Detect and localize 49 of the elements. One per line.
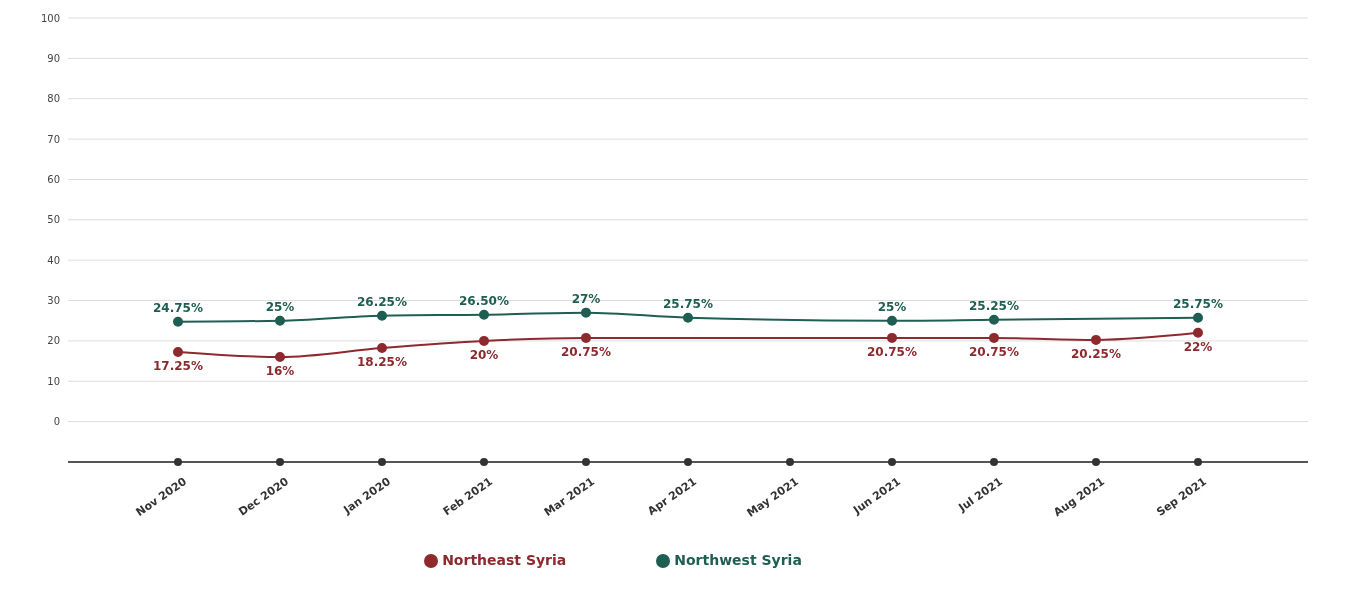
point <box>989 332 999 343</box>
y-tick-label: 60 <box>47 174 60 185</box>
data-label: 27% <box>571 291 601 306</box>
legend-label: Northeast Syria <box>442 552 567 568</box>
data-label: 25.75% <box>1173 296 1223 311</box>
data-label: 20.75% <box>969 344 1019 359</box>
data-label: 25% <box>877 299 907 314</box>
point <box>1193 327 1203 338</box>
point <box>887 332 897 343</box>
y-tick-label: 90 <box>47 52 60 64</box>
point <box>479 309 489 320</box>
y-tick-label: 0 <box>53 416 60 428</box>
point <box>581 307 591 318</box>
y-tick-label: 30 <box>47 295 60 307</box>
data-label: 16% <box>265 364 295 379</box>
data-label: 26.50% <box>459 293 509 308</box>
data-label: 25.75% <box>663 296 713 311</box>
point <box>377 342 387 353</box>
legend-label: Northwest Syria <box>674 552 802 568</box>
data-label: 17.25% <box>153 359 203 374</box>
data-label: 22% <box>1183 339 1213 354</box>
point <box>377 310 387 321</box>
y-tick-label: 70 <box>47 133 60 145</box>
point <box>989 314 999 325</box>
y-tick-label: 10 <box>47 375 60 387</box>
point <box>1091 334 1101 345</box>
data-label: 20.25% <box>1071 346 1121 361</box>
point <box>275 352 285 363</box>
point <box>683 312 693 323</box>
point <box>1193 312 1203 323</box>
point <box>581 332 591 343</box>
data-label: 18.25% <box>357 354 407 369</box>
data-label: 25.25% <box>969 298 1019 313</box>
point <box>479 335 489 346</box>
data-label: 24.75% <box>153 300 203 315</box>
data-label: 20% <box>469 347 499 362</box>
y-tick-label: 40 <box>47 254 60 266</box>
point <box>173 316 183 327</box>
y-tick-label: 20 <box>47 335 60 347</box>
point <box>887 315 897 326</box>
data-label: 20.75% <box>867 344 917 359</box>
y-tick-label: 80 <box>47 93 60 105</box>
y-tick-label: 50 <box>47 214 60 226</box>
point <box>173 347 183 358</box>
data-label: 26.25% <box>357 294 407 309</box>
y-tick-label: 100 <box>40 12 60 24</box>
point <box>275 315 285 326</box>
data-label: 20.75% <box>561 344 611 359</box>
data-label: 25% <box>265 299 295 314</box>
